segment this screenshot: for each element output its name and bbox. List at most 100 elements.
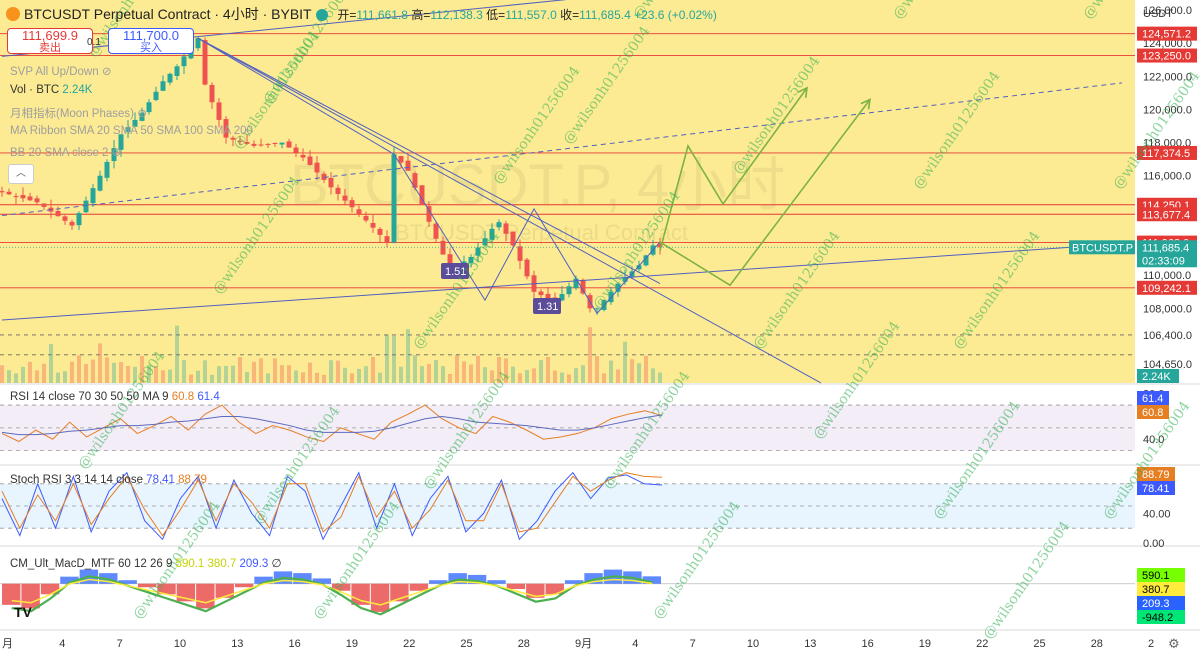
- hidden-eye-icon[interactable]: ⊘: [101, 66, 112, 78]
- macd-histogram-bar: [60, 576, 79, 584]
- volume-bar: [168, 369, 172, 383]
- candle-body: [244, 141, 250, 144]
- candle-body: [41, 203, 47, 207]
- volume-bar: [518, 373, 522, 383]
- macd-value-badge: [1137, 582, 1185, 596]
- settings-gear-icon[interactable]: ⚙: [1168, 636, 1180, 651]
- price-level-badge-text: 113,677.4: [1142, 209, 1190, 221]
- stoch-value-badge: [1137, 481, 1175, 495]
- volume-bar: [126, 365, 130, 383]
- candle-body: [538, 291, 544, 296]
- volume-bar: [490, 370, 494, 383]
- volume-bar: [98, 343, 102, 383]
- volume-bar: [203, 360, 207, 383]
- candle-body: [118, 134, 124, 150]
- price-level-badge: [1137, 207, 1197, 222]
- candle-body: [643, 255, 649, 266]
- stoch-label: Stoch RSI 3 3 14 14 close: [10, 474, 143, 486]
- rsi-value-2: 61.4: [197, 391, 220, 403]
- candle-body: [398, 156, 404, 163]
- volume-bar: [49, 343, 53, 383]
- volume-bar: [588, 327, 592, 383]
- volume-bar: [567, 374, 571, 383]
- volume-bar: [140, 355, 144, 383]
- candle-body: [20, 195, 26, 199]
- volume-bar: [175, 325, 179, 383]
- countdown-text: 02:33:09: [1142, 255, 1185, 267]
- volume-bar: [413, 355, 417, 383]
- volume-bar: [7, 370, 11, 383]
- candle-body: [524, 259, 530, 277]
- currency-label[interactable]: USDT: [1143, 8, 1173, 20]
- projection-path: [659, 87, 808, 251]
- background-symbol-text: BTCUSDT.P, 4小时: [290, 153, 785, 218]
- sell-label: 卖出: [39, 42, 61, 54]
- volume-badge-text: 2.24K: [1142, 371, 1171, 383]
- macd-legend[interactable]: CM_Ult_MacD_MTF 60 12 26 9 590.1 380.7 2…: [10, 556, 282, 570]
- volume-bar: [651, 368, 655, 383]
- volume-indicator[interactable]: Vol · BTC 2.24K: [10, 84, 92, 96]
- bitcoin-logo-icon: [6, 7, 20, 21]
- candle-body: [426, 206, 432, 222]
- volume-bar: [630, 359, 634, 383]
- volume-bar: [35, 370, 39, 383]
- collapse-legend-button[interactable]: ︿: [8, 164, 34, 184]
- volume-bar: [42, 363, 46, 383]
- candle-body: [615, 283, 621, 292]
- volume-bar: [133, 366, 137, 383]
- macd-histogram-bar: [332, 583, 351, 591]
- volume-bar: [378, 372, 382, 383]
- stoch-value-2: 88.79: [178, 474, 207, 486]
- candle-body: [251, 143, 257, 146]
- candle-body: [153, 91, 159, 101]
- candle-body: [517, 246, 523, 261]
- stoch-series-line: [1, 471, 663, 541]
- candle-body: [286, 141, 292, 148]
- candle-body: [468, 256, 474, 264]
- stoch-value-badge-text: 88.79: [1142, 469, 1170, 481]
- sell-button[interactable]: 111,699.9 卖出: [7, 28, 93, 54]
- price-axis-tick: 104,650.0: [1143, 359, 1192, 371]
- macd-histogram-bar: [642, 576, 661, 584]
- stoch-legend[interactable]: Stoch RSI 3 3 14 14 close 78.41 88.79: [10, 474, 207, 486]
- time-axis-tick: 2: [1148, 638, 1154, 650]
- hidden-eye-icon[interactable]: ⊘: [137, 108, 147, 120]
- stoch-series-line: [1, 472, 663, 537]
- buy-button[interactable]: 111,700.0 买入: [108, 28, 194, 54]
- volume-bar: [154, 365, 158, 383]
- candle-body: [13, 196, 19, 198]
- candle-body: [349, 200, 355, 208]
- svp-indicator[interactable]: SVP All Up/Down ⊘: [10, 64, 111, 78]
- candle-body: [440, 240, 446, 255]
- volume-bar: [70, 361, 74, 383]
- volume-bar: [329, 360, 333, 383]
- candle-body: [363, 215, 369, 221]
- time-axis-tick: 28: [518, 638, 530, 650]
- projection-path: [659, 98, 871, 287]
- rsi-legend[interactable]: RSI 14 close 70 30 50 50 MA 9 60.8 61.4: [10, 391, 220, 403]
- rsi-value-badge-text: 61.4: [1142, 393, 1163, 405]
- candle-body: [300, 154, 306, 158]
- candle-body: [405, 160, 411, 171]
- bb-indicator[interactable]: BB 20 SMA close 2 ⊘: [10, 145, 121, 159]
- hidden-eye-icon[interactable]: ⊘: [111, 147, 122, 159]
- candle-body: [510, 231, 516, 246]
- time-axis-tick: 19: [919, 638, 931, 650]
- time-axis-tick: 22: [976, 638, 988, 650]
- volume-bar: [308, 362, 312, 383]
- visibility-icon[interactable]: [316, 9, 328, 21]
- candle-body: [384, 236, 390, 243]
- candle-body: [76, 213, 82, 226]
- volume-bar: [91, 359, 95, 383]
- volume-bar: [287, 365, 291, 383]
- price-axis-tick: 126,000.0: [1143, 5, 1192, 17]
- moon-phase-indicator[interactable]: 月相指标(Moon Phases) ⊘: [10, 105, 147, 121]
- ma-ribbon-indicator[interactable]: MA Ribbon SMA 20 SMA 50 SMA 100 SMA 200: [10, 125, 253, 137]
- pattern-zigzag: [197, 37, 661, 315]
- volume-bar: [350, 373, 354, 383]
- symbol-title[interactable]: BTCUSDT Perpetual Contract · 4小时 · BYBIT: [6, 4, 312, 24]
- volume-bar: [602, 373, 606, 383]
- volume-bar: [336, 360, 340, 383]
- volume-bar: [609, 360, 613, 383]
